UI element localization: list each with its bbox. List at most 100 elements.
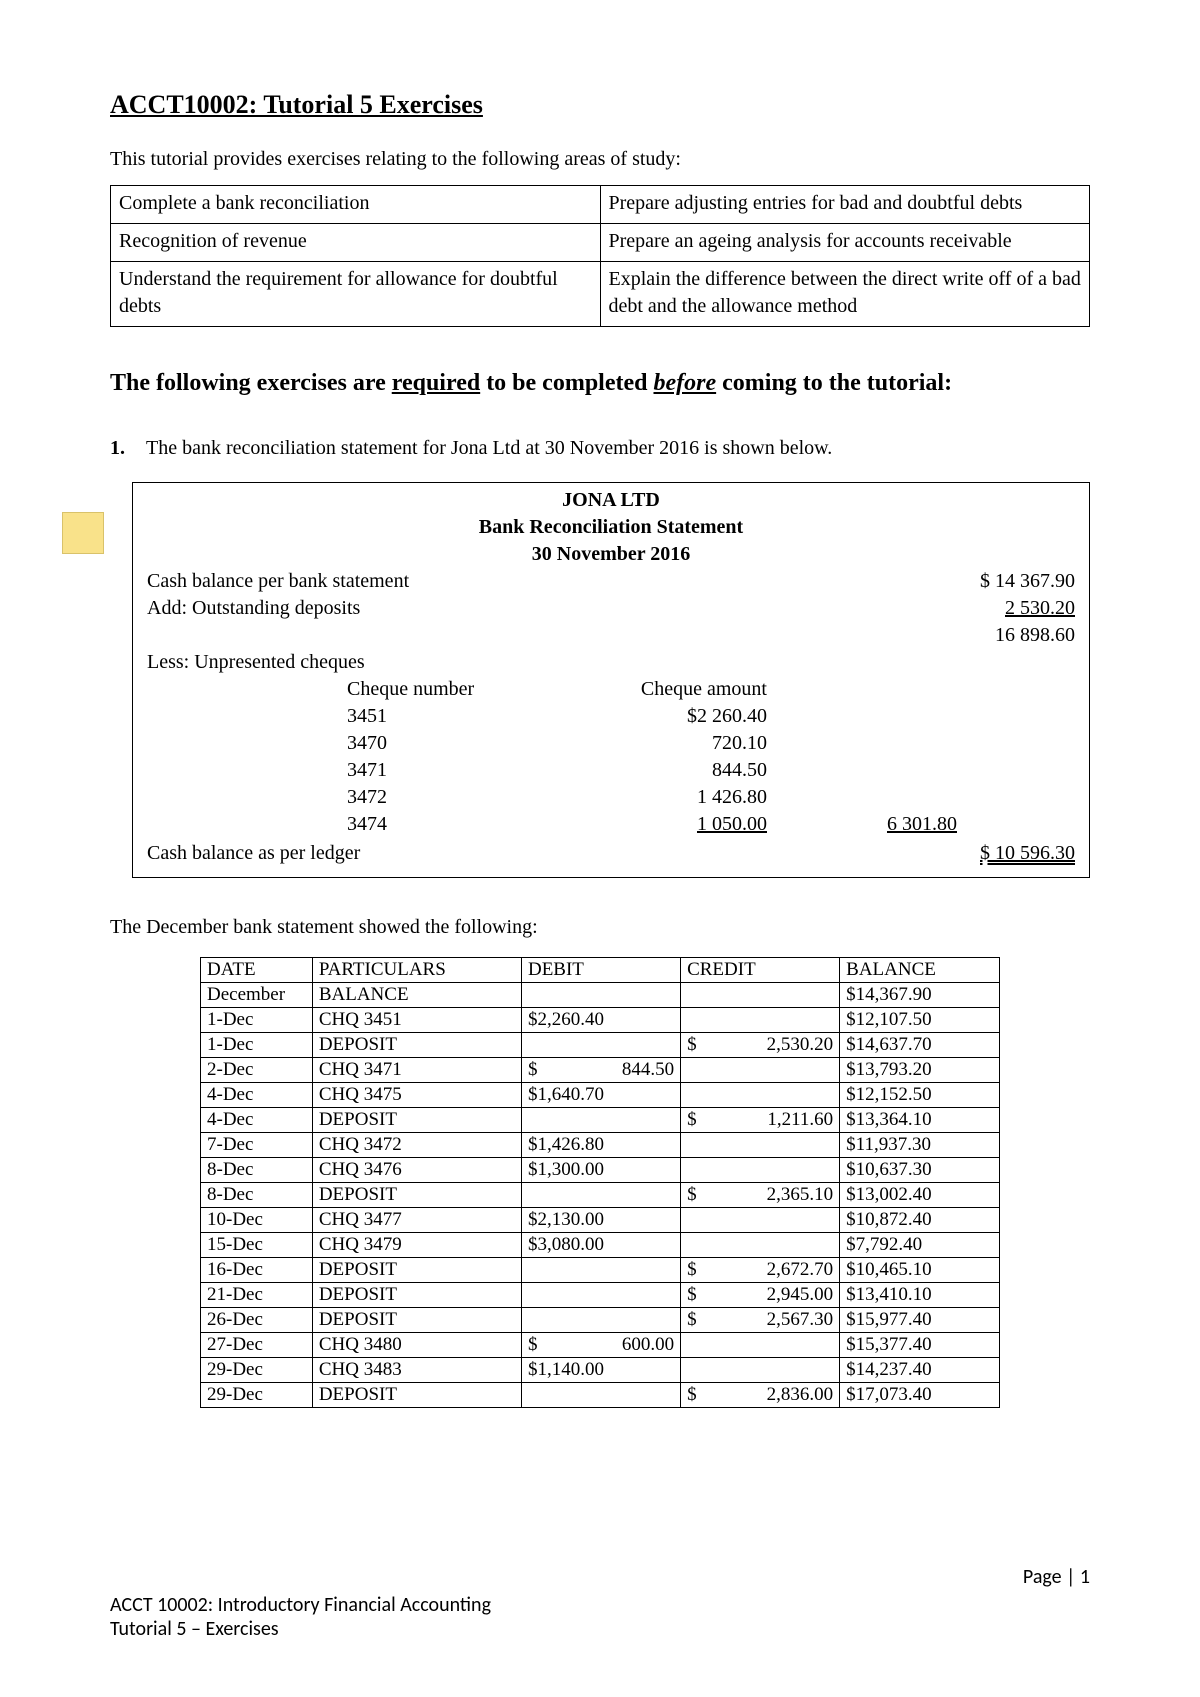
cheque-number: 3474 (347, 811, 567, 838)
recon-less-label: Less: Unpresented cheques (147, 649, 1075, 676)
bank-cell (681, 1057, 840, 1082)
bank-cell: $1,426.80 (521, 1132, 680, 1157)
cheque-head-amt: Cheque amount (567, 676, 777, 703)
bank-cell: $15,377.40 (840, 1332, 1000, 1357)
recon-amount: $ 14 367.90 (935, 568, 1075, 595)
bank-cell: $2,130.00 (521, 1207, 680, 1232)
bank-cell (521, 1182, 680, 1207)
bank-cell: 15-Dec (201, 1232, 313, 1257)
bank-cell (681, 1007, 840, 1032)
bank-row: 1-DecCHQ 3451$2,260.40$12,107.50 (201, 1007, 1000, 1032)
bank-cell: $10,465.10 (840, 1257, 1000, 1282)
bank-cell: $2,567.30 (681, 1307, 840, 1332)
bank-cell: 16-Dec (201, 1257, 313, 1282)
bank-cell (681, 1207, 840, 1232)
recon-title: Bank Reconciliation Statement (147, 514, 1075, 541)
bank-cell: $10,637.30 (840, 1157, 1000, 1182)
bank-row: 26-DecDEPOSIT $2,567.30$15,977.40 (201, 1307, 1000, 1332)
bank-cell: 27-Dec (201, 1332, 313, 1357)
bank-cell: 29-Dec (201, 1382, 313, 1407)
areas-cell: Explain the difference between the direc… (600, 262, 1090, 327)
bank-cell (521, 982, 680, 1007)
bank-cell (521, 1107, 680, 1132)
bank-row: 8-DecCHQ 3476$1,300.00$10,637.30 (201, 1157, 1000, 1182)
bank-cell: $1,140.00 (521, 1357, 680, 1382)
intro-text: This tutorial provides exercises relatin… (110, 148, 1090, 171)
bank-cell: 10-Dec (201, 1207, 313, 1232)
bank-cell (521, 1032, 680, 1057)
bank-cell (521, 1307, 680, 1332)
areas-cell: Understand the requirement for allowance… (111, 262, 601, 327)
cheque-number: 3470 (347, 730, 567, 757)
bank-cell: CHQ 3477 (312, 1207, 521, 1232)
bank-col-header: CREDIT (681, 957, 840, 982)
areas-cell: Prepare adjusting entries for bad and do… (600, 186, 1090, 224)
question-number: 1. (110, 437, 132, 460)
bank-cell: $12,107.50 (840, 1007, 1000, 1032)
bank-row: 8-DecDEPOSIT$2,365.10$13,002.40 (201, 1182, 1000, 1207)
bank-cell (681, 1157, 840, 1182)
recon-label: Cash balance per bank statement (147, 568, 409, 595)
bank-cell: $600.00 (521, 1332, 680, 1357)
bank-cell: 4-Dec (201, 1107, 313, 1132)
bank-cell: $11,937.30 (840, 1132, 1000, 1157)
bank-row: 29-DecCHQ 3483$1,140.00$14,237.40 (201, 1357, 1000, 1382)
recon-line: 16 898.60 (147, 622, 1075, 649)
areas-of-study-table: Complete a bank reconciliationPrepare ad… (110, 185, 1090, 327)
areas-cell: Complete a bank reconciliation (111, 186, 601, 224)
areas-cell: Prepare an ageing analysis for accounts … (600, 224, 1090, 262)
bank-cell (681, 1132, 840, 1157)
bank-cell: DEPOSIT (312, 1307, 521, 1332)
bank-col-header: BALANCE (840, 957, 1000, 982)
footer-line-1: ACCT 10002: Introductory Financial Accou… (110, 1593, 1090, 1617)
highlight-marker (62, 512, 104, 554)
page-title: ACCT10002: Tutorial 5 Exercises (110, 90, 1090, 120)
bank-cell: $1,211.60 (681, 1107, 840, 1132)
bank-cell: $2,672.70 (681, 1257, 840, 1282)
bank-cell: 8-Dec (201, 1157, 313, 1182)
bank-cell: 26-Dec (201, 1307, 313, 1332)
bank-row: 16-DecDEPOSIT$2,672.70$10,465.10 (201, 1257, 1000, 1282)
bank-cell (521, 1257, 680, 1282)
section-header: The following exercises are required to … (110, 367, 1090, 401)
recon-company: JONA LTD (147, 487, 1075, 514)
bank-cell: $15,977.40 (840, 1307, 1000, 1332)
cheque-amount: 1 050.00 (567, 811, 777, 838)
section-text: coming to the tutorial: (716, 370, 952, 396)
bank-cell: DEPOSIT (312, 1182, 521, 1207)
recon-ledger-label: Cash balance as per ledger (147, 840, 360, 867)
bank-row: 7-DecCHQ 3472$1,426.80$11,937.30 (201, 1132, 1000, 1157)
section-before: before (653, 370, 716, 396)
bank-cell: $2,365.10 (681, 1182, 840, 1207)
reconciliation-statement: JONA LTD Bank Reconciliation Statement 3… (132, 482, 1090, 878)
bank-col-header: DATE (201, 957, 313, 982)
bank-cell: CHQ 3480 (312, 1332, 521, 1357)
bank-row: 21-DecDEPOSIT$2,945.00$13,410.10 (201, 1282, 1000, 1307)
bank-cell (521, 1282, 680, 1307)
bank-cell: 21-Dec (201, 1282, 313, 1307)
cheque-number: 3471 (347, 757, 567, 784)
cheque-amount: 720.10 (567, 730, 777, 757)
bank-row: 10-DecCHQ 3477$2,130.00$10,872.40 (201, 1207, 1000, 1232)
bank-cell: 1-Dec (201, 1007, 313, 1032)
areas-cell: Recognition of revenue (111, 224, 601, 262)
cheque-number: 3472 (347, 784, 567, 811)
bank-row: 1-DecDEPOSIT$2,530.20$14,637.70 (201, 1032, 1000, 1057)
bank-cell: $2,945.00 (681, 1282, 840, 1307)
bank-row: 29-DecDEPOSIT$2,836.00$17,073.40 (201, 1382, 1000, 1407)
bank-cell (681, 1082, 840, 1107)
bank-cell: 4-Dec (201, 1082, 313, 1107)
bank-cell: $2,836.00 (681, 1382, 840, 1407)
bank-cell: CHQ 3472 (312, 1132, 521, 1157)
recon-line: Add: Outstanding deposits 2 530.20 (147, 595, 1075, 622)
section-text: The following exercises are (110, 370, 392, 396)
bank-cell: $14,237.40 (840, 1357, 1000, 1382)
recon-ledger-amount: $ 10 596.30 (935, 840, 1075, 867)
footer-line-2: Tutorial 5 – Exercises (110, 1617, 1090, 1641)
cheque-row: 3451$2 260.40 (347, 703, 1075, 730)
section-required: required (392, 370, 480, 396)
recon-date: 30 November 2016 (147, 541, 1075, 568)
page: ACCT10002: Tutorial 5 Exercises This tut… (0, 0, 1200, 1697)
recon-label: Add: Outstanding deposits (147, 595, 360, 622)
bank-col-header: PARTICULARS (312, 957, 521, 982)
